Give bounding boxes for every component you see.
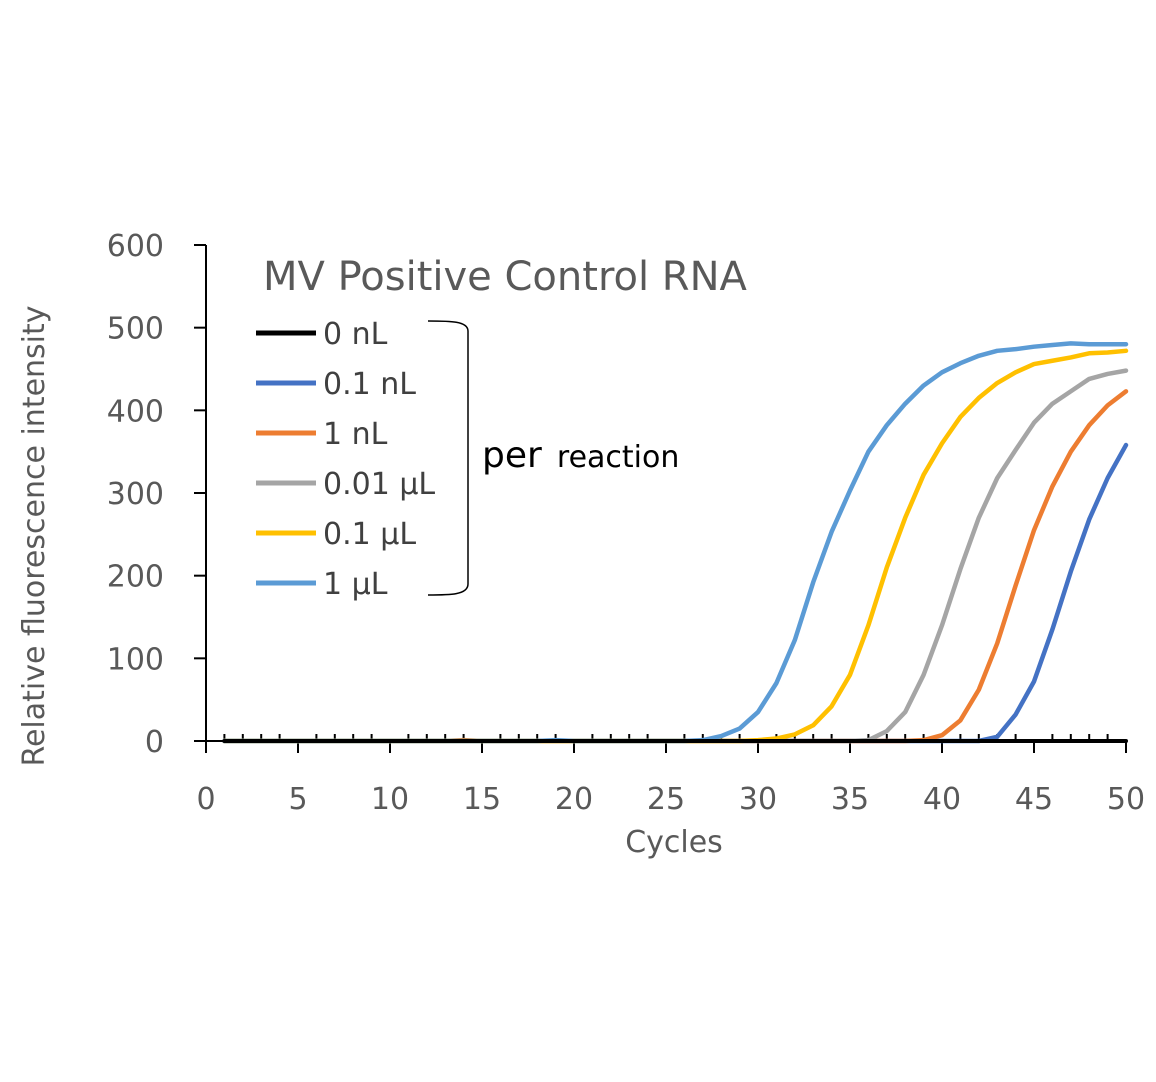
x-tick-label: 10 — [371, 782, 409, 817]
legend-label-0-1-L: 0.1 µL — [323, 517, 416, 552]
x-tick-label: 30 — [739, 782, 777, 817]
y-tick-label: 100 — [107, 642, 164, 677]
annotation-prefix: per — [482, 435, 542, 476]
x-tick-label: 20 — [555, 782, 593, 817]
y-tick-label: 500 — [107, 312, 164, 347]
chart-title: MV Positive Control RNA — [263, 254, 748, 300]
x-tick-label: 25 — [647, 782, 685, 817]
y-tick-label: 200 — [107, 560, 164, 595]
x-tick-label: 0 — [196, 782, 215, 817]
y-tick-label: 400 — [107, 394, 164, 429]
x-tick-label: 35 — [831, 782, 869, 817]
y-tick-label: 600 — [107, 229, 164, 264]
annotation-suffix: reaction — [557, 440, 679, 475]
x-tick-label: 50 — [1107, 782, 1145, 817]
x-tick-label: 40 — [923, 782, 961, 817]
x-tick-label: 15 — [463, 782, 501, 817]
x-axis-title: Cycles — [625, 825, 723, 860]
y-axis: 0 100 200 300 400 500 600 — [107, 229, 207, 760]
legend-label-0-01-L: 0.01 µL — [323, 467, 435, 502]
y-tick-label: 0 — [145, 725, 164, 760]
per-reaction-annotation: per reaction — [482, 435, 679, 476]
y-axis-title: Relative fluorescence intensity — [17, 305, 52, 766]
x-axis: 0 5 10 15 20 25 30 35 40 45 50 — [196, 741, 1145, 817]
x-tick-label: 5 — [288, 782, 307, 817]
legend-label-0-1-nL: 0.1 nL — [323, 367, 416, 402]
x-tick-label: 45 — [1015, 782, 1053, 817]
legend: 0 nL 0.1 nL 1 nL 0.01 µL 0.1 µL 1 µL — [256, 317, 435, 602]
legend-label-1-L: 1 µL — [323, 567, 388, 602]
legend-label-0-nL: 0 nL — [323, 317, 388, 352]
y-tick-label: 300 — [107, 477, 164, 512]
legend-bracket — [427, 320, 469, 596]
legend-label-1-nL: 1 nL — [323, 417, 388, 452]
